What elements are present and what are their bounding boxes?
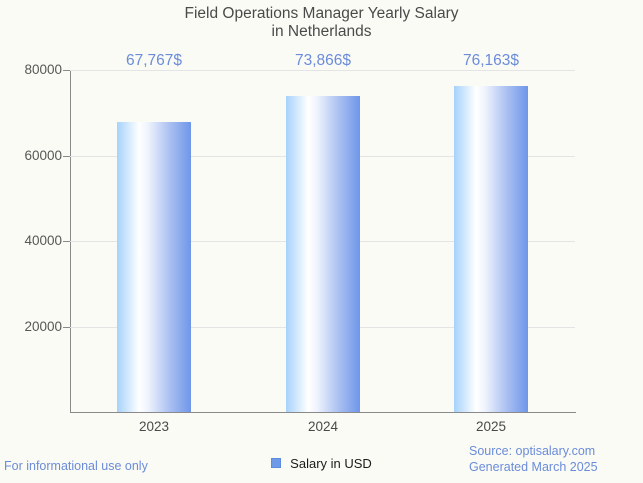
legend: Salary in USD <box>0 453 643 473</box>
chart-title: Field Operations Manager Yearly Salary i… <box>0 5 643 41</box>
x-axis-label: 2023 <box>138 419 170 434</box>
y-axis-label: 20000 <box>24 319 62 334</box>
y-axis-tick <box>63 241 70 242</box>
y-axis-label: 60000 <box>24 148 62 163</box>
chart-title-line2: in Netherlands <box>271 23 372 40</box>
legend-label: Salary in USD <box>290 455 372 471</box>
y-axis-label: 40000 <box>24 233 62 248</box>
bar <box>286 96 360 412</box>
bar <box>454 86 528 412</box>
x-axis-label: 2025 <box>475 419 507 434</box>
bar-value-label: 76,163$ <box>462 52 520 69</box>
footer-disclaimer: For informational use only <box>4 459 148 473</box>
legend-swatch-icon <box>271 458 282 468</box>
bar-value-label: 73,866$ <box>294 52 352 69</box>
y-axis-label: 80000 <box>24 62 62 77</box>
bar <box>117 122 191 412</box>
bar-value-label: 67,767$ <box>125 52 183 69</box>
y-axis-tick <box>63 327 70 328</box>
gridline <box>70 70 575 71</box>
y-axis-tick <box>63 156 70 157</box>
footer-source: Source: optisalary.com Generated March 2… <box>469 444 598 475</box>
x-axis-label: 2024 <box>307 419 339 434</box>
footer-source-line: Source: optisalary.com <box>469 444 596 458</box>
footer-generated-line: Generated March 2025 <box>469 459 598 474</box>
chart-title-line1: Field Operations Manager Yearly Salary <box>184 5 459 22</box>
y-axis-tick <box>63 70 70 71</box>
